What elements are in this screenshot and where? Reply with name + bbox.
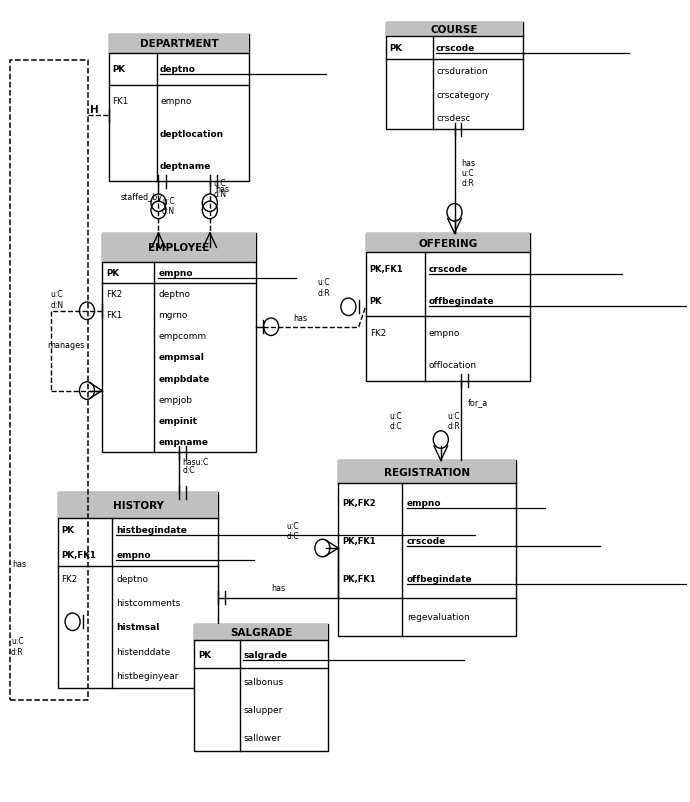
Text: histbeginyear: histbeginyear [116, 671, 179, 680]
Bar [57, 492, 218, 518]
Text: u:C
d:N: u:C d:N [50, 290, 63, 310]
Text: offbegindate: offbegindate [428, 297, 495, 306]
Text: PK: PK [112, 65, 126, 75]
Text: has: has [462, 159, 475, 168]
Bar [338, 460, 516, 636]
Text: PK: PK [370, 297, 382, 306]
Text: deptlocation: deptlocation [160, 129, 224, 139]
Bar [109, 34, 249, 182]
Text: FK1: FK1 [106, 310, 122, 320]
Text: histenddate: histenddate [116, 647, 170, 656]
Text: PK: PK [61, 525, 75, 535]
Text: FK1: FK1 [112, 97, 128, 107]
Text: FK2: FK2 [61, 574, 78, 583]
Text: has: has [271, 583, 286, 592]
Text: PK,FK1: PK,FK1 [370, 265, 403, 273]
Text: histmsal: histmsal [116, 622, 159, 632]
Text: u:C
d:N: u:C d:N [162, 196, 175, 216]
Text: crscategory: crscategory [436, 91, 489, 99]
Text: u:C
d:R: u:C d:R [317, 278, 331, 298]
Bar [386, 22, 523, 130]
Text: EMPLOYEE: EMPLOYEE [148, 243, 210, 253]
Text: hasu:C: hasu:C [182, 458, 208, 467]
Text: sallower: sallower [243, 733, 281, 742]
Text: regevaluation: regevaluation [406, 613, 469, 622]
Text: OFFERING: OFFERING [418, 238, 477, 249]
Bar [102, 233, 256, 453]
Text: crsduration: crsduration [436, 67, 488, 76]
Text: PK: PK [106, 269, 119, 277]
Bar [57, 492, 218, 688]
Text: deptno: deptno [116, 574, 148, 583]
Text: mgrno: mgrno [158, 310, 188, 320]
Text: crscode: crscode [436, 44, 475, 53]
Text: deptno: deptno [160, 65, 196, 75]
Text: FK2: FK2 [106, 290, 122, 298]
Text: SALGRADE: SALGRADE [230, 627, 293, 638]
Bar [338, 460, 516, 484]
Text: salupper: salupper [243, 706, 282, 715]
Text: PK: PK [389, 44, 402, 53]
Text: FK2: FK2 [370, 329, 386, 338]
Text: histcomments: histcomments [116, 598, 181, 607]
Text: PK,FK2: PK,FK2 [343, 498, 376, 507]
Text: staffed_by: staffed_by [121, 193, 163, 202]
Text: u:C
d:C: u:C d:C [287, 521, 299, 541]
Bar [109, 34, 249, 54]
Text: DEPARTMENT: DEPARTMENT [139, 39, 218, 49]
Text: salbonus: salbonus [243, 678, 284, 687]
Text: u:C
d:C: u:C d:C [389, 411, 402, 431]
Text: PK,FK1: PK,FK1 [343, 537, 376, 545]
Text: empinit: empinit [158, 416, 197, 426]
Text: deptname: deptname [160, 161, 211, 171]
Text: PK,FK1: PK,FK1 [343, 574, 376, 583]
Bar [386, 22, 523, 37]
Text: for_a: for_a [469, 398, 489, 407]
Text: u:C
d:N: u:C d:N [213, 179, 226, 198]
Text: HISTORY: HISTORY [112, 500, 164, 510]
Text: H: H [90, 105, 99, 115]
Text: empname: empname [158, 438, 208, 447]
Bar [366, 233, 530, 253]
Text: d:C: d:C [182, 466, 195, 475]
Text: empjob: empjob [158, 395, 193, 404]
Text: u:C
d:R: u:C d:R [11, 637, 23, 656]
Bar [195, 624, 328, 751]
Text: salgrade: salgrade [243, 650, 287, 659]
Text: offlocation: offlocation [428, 361, 477, 370]
Text: manages: manages [48, 340, 84, 349]
Text: empbdate: empbdate [158, 375, 210, 383]
Text: u:C
d:R: u:C d:R [448, 411, 460, 431]
Text: empno: empno [160, 97, 191, 107]
Bar [102, 233, 256, 262]
Text: empno: empno [116, 550, 150, 559]
Text: crscode: crscode [428, 265, 468, 273]
Text: has: has [215, 185, 229, 194]
Bar [366, 233, 530, 381]
Text: histbegindate: histbegindate [116, 525, 187, 535]
Text: crsdesc: crsdesc [436, 114, 471, 123]
Bar [195, 624, 328, 641]
Text: empno: empno [406, 498, 441, 507]
Text: REGISTRATION: REGISTRATION [384, 467, 470, 477]
Text: PK,FK1: PK,FK1 [61, 550, 97, 559]
Text: empno: empno [428, 329, 460, 338]
Text: COURSE: COURSE [431, 25, 478, 34]
Text: empcomm: empcomm [158, 332, 206, 341]
Text: empmsal: empmsal [158, 353, 204, 362]
Text: has: has [12, 559, 26, 569]
Text: u:C
d:R: u:C d:R [462, 168, 474, 188]
Text: PK: PK [198, 650, 210, 659]
Text: has: has [294, 314, 308, 323]
Text: deptno: deptno [158, 290, 190, 298]
Text: offbegindate: offbegindate [406, 574, 472, 583]
Text: crscode: crscode [406, 537, 446, 545]
Text: empno: empno [158, 269, 193, 277]
